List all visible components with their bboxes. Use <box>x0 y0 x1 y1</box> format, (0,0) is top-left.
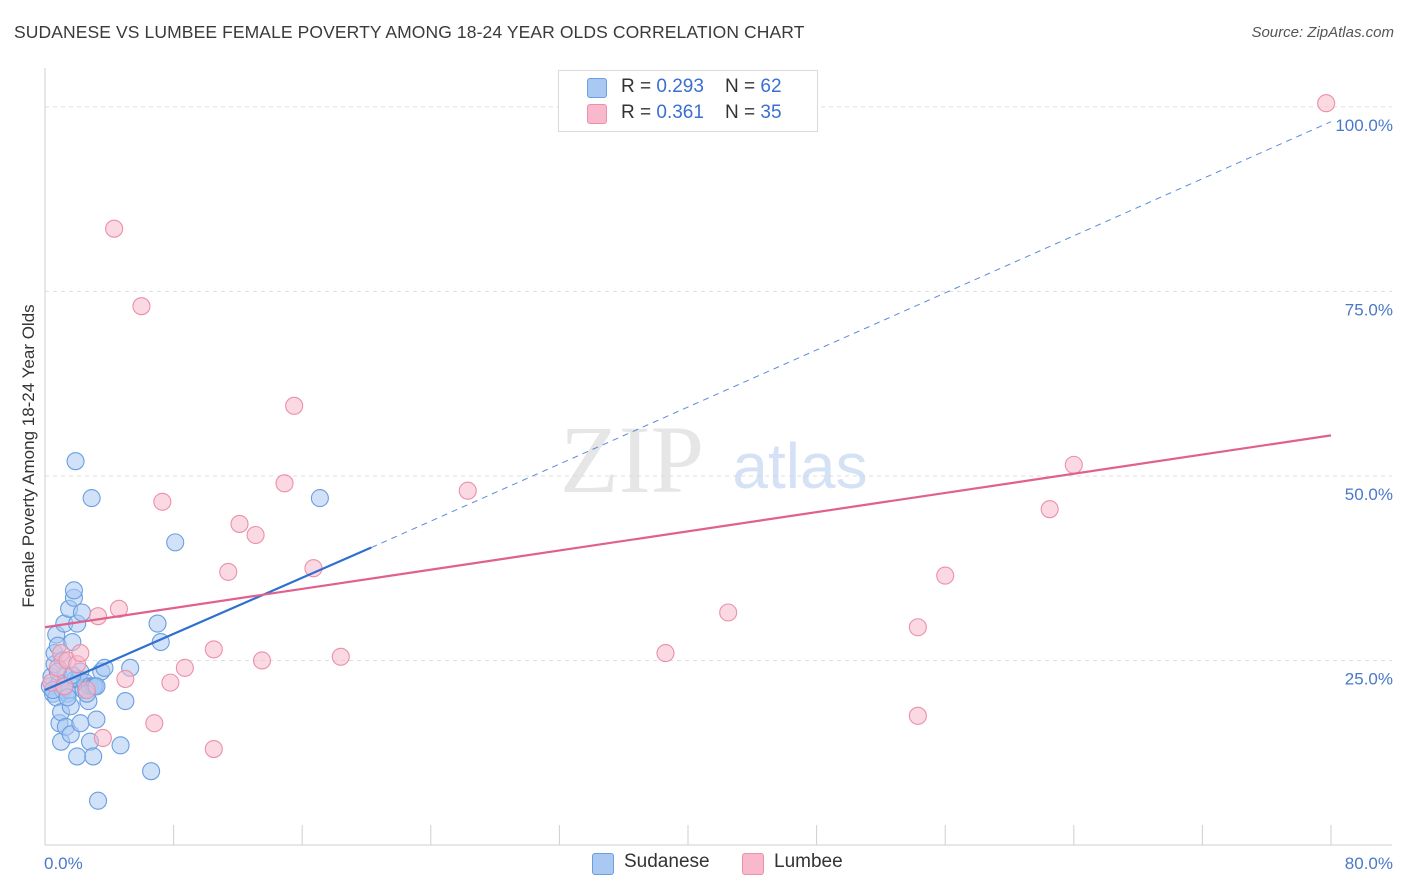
sudanese-point <box>88 791 108 810</box>
legend-r-label: R = <box>621 102 657 123</box>
trendlines <box>44 121 1332 692</box>
lumbee-point <box>458 481 477 500</box>
lumbee-point <box>175 658 194 677</box>
y-tick-label: 75.0% <box>1345 300 1393 319</box>
legend-r-value: 0.293 <box>656 76 704 97</box>
lumbee-point <box>1040 500 1059 519</box>
sudanese-point <box>142 762 161 781</box>
sudanese-trendline <box>44 546 372 692</box>
sudanese-trendline-extension <box>371 121 1332 549</box>
watermark-atlas: atlas <box>732 430 867 502</box>
lumbee-point <box>55 677 74 696</box>
sudanese-point <box>166 533 185 552</box>
lumbee-point <box>77 680 96 700</box>
sudanese-point <box>148 614 167 633</box>
y-axis-label: Female Poverty Among 18-24 Year Olds <box>19 304 38 607</box>
lumbee-point <box>285 396 304 415</box>
legend-r-value: 0.361 <box>656 102 704 123</box>
lumbee-point <box>908 618 927 637</box>
legend-n-value: 35 <box>760 102 782 123</box>
gridlines <box>45 106 1392 661</box>
sudanese-point <box>116 692 135 711</box>
legend-r-label: R = <box>621 76 657 97</box>
lumbee-point <box>656 644 675 663</box>
lumbee-point <box>246 525 265 545</box>
sudanese-point <box>66 452 85 471</box>
lumbee-point <box>204 640 223 659</box>
x-tick-label: 0.0% <box>44 854 83 873</box>
lumbee-point <box>153 492 172 511</box>
lumbee-point <box>331 647 350 666</box>
sudanese-point <box>71 714 90 733</box>
sudanese-point <box>87 710 106 729</box>
axes <box>44 68 1392 846</box>
legend-n-label: N = <box>725 102 761 123</box>
lumbee-point <box>132 297 151 316</box>
lumbee-trendline <box>44 434 1332 629</box>
lumbee-point <box>88 607 108 626</box>
sudanese-point <box>84 747 103 766</box>
lumbee-point <box>719 603 738 622</box>
y-tick-label: 25.0% <box>1345 669 1393 688</box>
sudanese-swatch <box>587 78 607 98</box>
lumbee-point <box>145 714 164 733</box>
correlation-legend: R = 0.293 N = 62 R = 0.361 N = 35 <box>558 70 818 132</box>
lumbee-point <box>204 739 223 759</box>
y-tick-labels: 25.0% 50.0% 75.0% 100.0% <box>1335 116 1393 689</box>
lumbee-point <box>1317 94 1336 113</box>
lumbee-point <box>304 559 323 578</box>
sudanese-point <box>111 736 130 755</box>
lumbee-swatch <box>587 104 607 124</box>
y-tick-label: 100.0% <box>1335 116 1393 135</box>
chart-title: SUDANESE VS LUMBEE FEMALE POVERTY AMONG … <box>14 22 805 42</box>
lumbee-point <box>116 669 135 688</box>
y-tick-label: 50.0% <box>1345 485 1393 504</box>
sudanese-legend-label: Sudanese <box>624 851 710 872</box>
sudanese-point <box>310 489 329 508</box>
legend-n-label: N = <box>725 76 761 97</box>
lumbee-point <box>1064 455 1083 474</box>
x-tick-labels: 0.0% 80.0% <box>44 854 1393 873</box>
lumbee-point <box>230 514 249 533</box>
lumbee-swatch <box>742 853 764 875</box>
sudanese-swatch <box>592 853 614 875</box>
legend-n-value: 62 <box>760 76 782 97</box>
lumbee-point <box>252 651 272 670</box>
sudanese-point <box>64 581 83 600</box>
source-label: Source: ZipAtlas.com <box>1251 24 1394 41</box>
lumbee-point <box>275 474 294 493</box>
lumbee-point <box>105 219 124 238</box>
sudanese-point <box>68 747 87 766</box>
lumbee-point <box>908 706 927 725</box>
sudanese-points <box>40 452 329 810</box>
sudanese-point <box>82 489 101 508</box>
lumbee-legend-label: Lumbee <box>774 851 843 872</box>
lumbee-point <box>936 566 955 585</box>
lumbee-point <box>161 673 180 692</box>
sudanese-point <box>72 603 92 622</box>
lumbee-points <box>42 94 1336 759</box>
watermark: ZIP atlas <box>560 406 868 513</box>
lumbee-point <box>219 562 238 581</box>
watermark-zip: ZIP <box>560 406 704 513</box>
lumbee-point <box>71 644 90 663</box>
lumbee-point <box>93 728 112 748</box>
x-tick-label: 80.0% <box>1345 854 1393 873</box>
